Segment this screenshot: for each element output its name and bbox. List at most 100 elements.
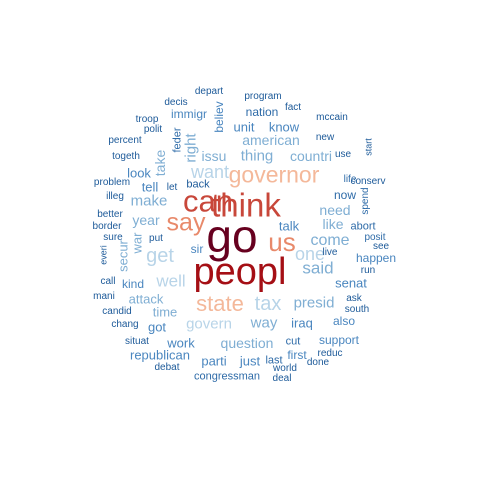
word-iraq: iraq [291, 315, 313, 331]
word-program: program [244, 91, 282, 102]
word-fact: fact [284, 102, 302, 113]
word-border: border [92, 221, 122, 232]
word-reduc: reduc [317, 348, 343, 359]
word-put: put [149, 233, 163, 244]
word-think: think [211, 186, 281, 224]
word-see: see [372, 241, 390, 252]
word-unit: unit [233, 119, 255, 135]
word-use: use [334, 149, 352, 160]
word-last: last [265, 354, 283, 367]
word-deal: deal [272, 373, 292, 384]
word-war: war [129, 232, 145, 254]
word-new: new [315, 132, 335, 143]
word-talk: talk [278, 218, 300, 234]
word-kind: kind [121, 277, 145, 291]
word-senat: senat [335, 275, 367, 291]
word-make: make [130, 192, 168, 210]
word-percent: percent [108, 135, 142, 146]
word-feder: feder [171, 127, 184, 153]
word-debat: debat [154, 362, 180, 373]
word-govern: govern [186, 315, 232, 333]
word-look: look [127, 165, 151, 181]
word-attack: attack [128, 291, 164, 307]
word-let: let [166, 182, 178, 193]
word-get: get [146, 245, 174, 267]
word-take: take [152, 149, 168, 177]
word-sir: sir [190, 242, 204, 256]
word-peopl: peopl [193, 251, 287, 293]
word-candid: candid [102, 306, 132, 317]
word-first: first [287, 348, 307, 362]
word-countri: countri [289, 148, 333, 164]
word-got: got [147, 319, 167, 335]
word-sure: sure [103, 232, 123, 243]
word-better: better [97, 209, 123, 220]
word-work: work [167, 335, 195, 351]
word-happen: happen [355, 251, 397, 265]
word-life: life [343, 174, 357, 185]
word-congressman: congressman [193, 370, 261, 383]
word-depart: depart [194, 86, 224, 97]
word-mccain: mccain [316, 112, 348, 123]
word-say: say [166, 208, 206, 237]
word-now: now [333, 188, 357, 202]
word-also: also [332, 314, 356, 328]
word-know: know [268, 119, 300, 135]
word-illeg: illeg [106, 191, 124, 202]
word-us: us [268, 227, 296, 257]
word-decis: decis [164, 97, 188, 108]
word-chang: chang [111, 319, 139, 330]
word-one: one [294, 244, 326, 264]
word-thing: thing [240, 147, 274, 165]
word-said: said [302, 258, 334, 278]
word-american: american [242, 132, 300, 148]
word-need: need [319, 202, 351, 218]
word-support: support [318, 333, 360, 347]
word-conserv: conserv [350, 176, 386, 187]
word-live: live [322, 247, 338, 258]
word-way: way [250, 314, 278, 332]
word-spend: spend [360, 187, 371, 215]
word-tell: tell [141, 179, 159, 195]
word-governor: governor [228, 161, 320, 188]
word-cut: cut [285, 335, 301, 348]
word-nation: nation [245, 105, 279, 119]
word-state: state [196, 291, 244, 316]
word-right: right [182, 133, 200, 163]
word-call: call [100, 276, 116, 287]
word-everi: everi [98, 245, 109, 265]
word-done: done [306, 357, 330, 368]
word-go: go [206, 210, 258, 262]
word-world: world [273, 363, 297, 374]
word-togeth: togeth [112, 151, 140, 162]
word-want: want [190, 162, 230, 182]
word-presid: presid [293, 294, 335, 312]
word-question: question [220, 335, 274, 351]
word-secur: secur [115, 240, 131, 272]
word-run: run [360, 265, 376, 276]
word-ask: ask [346, 293, 362, 304]
word-time: time [152, 304, 178, 320]
word-believ: believ [212, 101, 226, 133]
word-can: can [183, 183, 233, 219]
word-back: back [186, 178, 210, 191]
word-start: start [363, 138, 374, 156]
word-immigr: immigr [171, 107, 207, 121]
word-parti: parti [201, 353, 227, 369]
word-mani: mani [93, 291, 115, 302]
word-republican: republican [130, 347, 190, 363]
word-abort: abort [350, 220, 376, 233]
word-well: well [156, 271, 186, 291]
word-troop: troop [135, 114, 159, 125]
word-south: south [344, 304, 370, 315]
word-tax: tax [254, 293, 282, 315]
word-just: just [239, 353, 261, 369]
word-posit: posit [364, 232, 386, 243]
word-polit: polit [143, 124, 163, 135]
word-year: year [132, 212, 160, 228]
word-like: like [322, 216, 344, 232]
word-issu: issu [201, 148, 227, 164]
word-situat: situat [125, 336, 149, 347]
word-problem: problem [93, 177, 131, 188]
